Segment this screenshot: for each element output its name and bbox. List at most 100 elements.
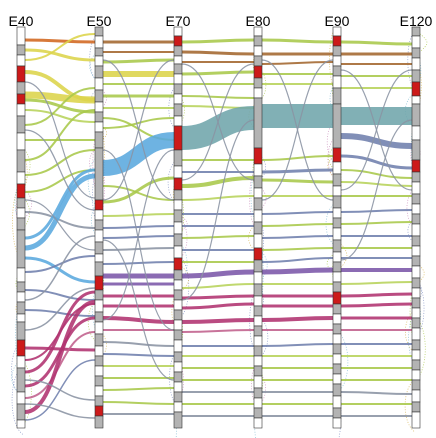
stage-node-e90-11: [332, 185, 342, 197]
flow-e80-to-e90-114: [261, 247, 334, 251]
flow-e40-to-e50-26: [24, 300, 96, 414]
stage-node-e90-13: [332, 207, 342, 219]
flow-e80-to-e90-107: [261, 155, 334, 161]
stage-node-e80-13: [253, 209, 263, 223]
stage-node-e120-32: [411, 389, 421, 403]
flow-e80-to-e90-130: [261, 59, 334, 201]
flow-e90-to-e120-161: [340, 69, 413, 191]
stage-node-e40-14: [16, 217, 26, 231]
stage-node-e70-1: [173, 35, 183, 47]
stage-node-e120-34: [411, 411, 421, 429]
flow-e90-to-e120-138: [340, 154, 413, 170]
stage-node-e120-22: [411, 287, 421, 299]
stage-node-e80-16: [253, 247, 263, 261]
stage-node-e120-14: [411, 203, 421, 215]
stage-node-e90-28: [332, 363, 342, 375]
flow-e70-to-e80-69: [181, 50, 255, 56]
stage-node-e120-23: [411, 297, 421, 309]
dot-loop-0-24: [15, 303, 20, 367]
stage-node-e50-1: [94, 35, 104, 49]
stage-node-e80-18: [253, 271, 263, 285]
stage-label-e90: E90: [325, 13, 350, 29]
stage-node-e40-17: [16, 281, 26, 293]
flow-e50-to-e70-54: [102, 316, 175, 324]
stage-label-e80: E80: [246, 13, 271, 29]
stage-node-e70-26: [173, 319, 183, 331]
stage-node-e80-14: [253, 221, 263, 235]
flow-e80-to-e90-108: [261, 168, 334, 174]
stage-node-e70-4: [173, 63, 183, 75]
flow-e80-to-e90-120: [261, 316, 334, 322]
flow-e70-to-e80-90: [181, 329, 255, 333]
stage-node-e80-4: [253, 65, 263, 79]
stage-node-e90-16: [332, 239, 342, 253]
stage-node-e70-34: [173, 401, 183, 413]
stage-node-e50-7: [94, 101, 104, 113]
flow-e90-to-e120-157: [340, 391, 413, 395]
flow-e40-to-e50-7: [24, 87, 96, 126]
stage-node-e120-24: [411, 307, 421, 319]
stage-node-e40-7: [16, 115, 26, 134]
stage-node-e90-15: [332, 227, 342, 241]
stage-node-e90-2: [332, 45, 342, 57]
stage-node-e90-12: [332, 195, 342, 209]
stage-node-e40-20: [16, 313, 26, 323]
stage-node-e40-18: [16, 291, 26, 303]
stage-node-e40-4: [16, 81, 26, 95]
stage-node-e40-9: [16, 149, 26, 173]
stage-node-e70-7: [173, 93, 183, 105]
stage-node-e40-25: [16, 391, 26, 405]
stage-node-e90-32: [332, 407, 342, 419]
stage-node-e70-9: [173, 115, 183, 127]
flow-e40-to-e50-13: [24, 168, 96, 240]
flow-e70-to-e80-85: [181, 269, 255, 279]
stage-node-e40-6: [16, 103, 26, 117]
stage-node-e50-32: [94, 415, 104, 429]
dot-loop-3-16: [249, 167, 257, 230]
stage-node-e120-28: [411, 349, 421, 361]
stage-node-e90-17: [332, 251, 342, 263]
stage-node-e50-23: [94, 321, 104, 335]
flow-e70-to-e80-100: [181, 119, 255, 301]
flow-e90-to-e120-139: [340, 169, 413, 179]
flow-e70-to-e80-99: [181, 63, 255, 181]
stage-node-e70-24: [173, 299, 183, 311]
stage-node-e80-1: [253, 35, 263, 47]
stage-node-e70-8: [173, 103, 183, 117]
nodes-layer: [16, 26, 421, 429]
stage-node-e70-15: [173, 199, 183, 211]
stage-node-e120-7: [411, 103, 421, 127]
stage-node-e50-16: [94, 241, 104, 255]
stage-node-e70-3: [173, 55, 183, 65]
flow-e70-to-e80-87: [181, 294, 255, 300]
stage-node-e120-15: [411, 213, 421, 225]
stage-node-e50-9: [94, 121, 104, 133]
stage-node-e80-3: [253, 55, 263, 67]
dot-loop-0-11: [22, 187, 33, 220]
flow-e40-to-e50-15: [24, 256, 96, 284]
stage-node-e70-18: [173, 233, 183, 247]
flow-e50-to-e70-60: [102, 387, 175, 391]
flow-e90-to-e120-131: [340, 40, 413, 46]
stage-node-e50-28: [94, 375, 104, 387]
stage-node-e70-13: [173, 177, 183, 191]
stage-node-e90-21: [332, 291, 342, 305]
flow-e40-to-e50-29: [24, 403, 96, 419]
stage-node-e90-22: [332, 303, 342, 315]
dot-loop-2-7: [179, 256, 190, 319]
stage-node-e40-11: [16, 183, 26, 199]
stage-node-e40-22: [16, 339, 26, 357]
dot-loop-4-19: [329, 79, 340, 117]
stage-node-e40-23: [16, 355, 26, 369]
stage-node-e80-9: [253, 163, 263, 177]
stage-node-e50-12: [94, 199, 104, 211]
stage-node-e80-29: [253, 387, 263, 399]
stage-node-e70-29: [173, 351, 183, 363]
stage-node-e50-24: [94, 333, 104, 347]
stage-label-e40: E40: [9, 13, 34, 29]
stage-node-e90-4: [332, 65, 342, 77]
flow-e40-to-e50-18: [24, 235, 96, 301]
stage-node-e90-14: [332, 217, 342, 229]
stage-node-e40-26: [16, 403, 26, 421]
flow-e80-to-e90-113: [261, 235, 334, 239]
